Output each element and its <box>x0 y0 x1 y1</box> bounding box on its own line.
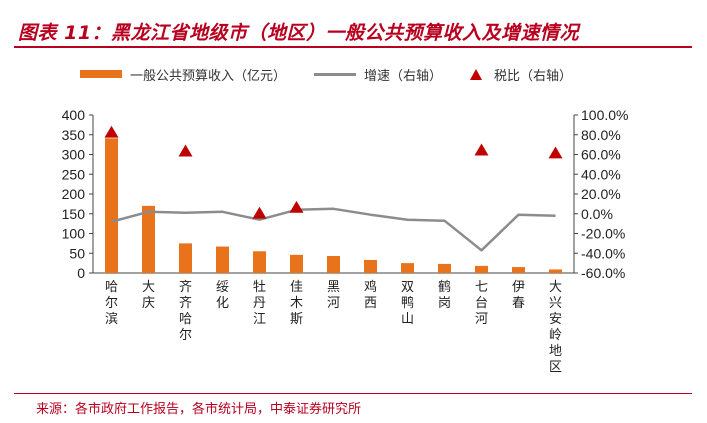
category-label: 黑河 <box>327 280 340 311</box>
category-label: 双鸭山 <box>401 280 414 327</box>
legend-label-growth: 增速（右轴） <box>364 68 443 84</box>
category-label: 伊春 <box>512 280 525 311</box>
right-tick-label: -40.0% <box>581 245 625 261</box>
tax-ratio-marker <box>104 125 119 138</box>
category-label: 牡丹江 <box>253 280 266 327</box>
category-label: 哈尔滨 <box>105 280 118 327</box>
tax-ratio-marker <box>474 143 489 156</box>
revenue-bar <box>105 138 118 273</box>
left-tick-label: 0 <box>77 265 85 281</box>
tax-ratio-marker <box>178 144 193 157</box>
source-note: 来源：各市政府工作报告，各市统计局，中泰证券研究所 <box>36 402 362 417</box>
legend-item-tax-ratio: 税比（右轴） <box>470 65 572 84</box>
revenue-bar <box>364 259 377 273</box>
tax-ratio-marker <box>289 200 304 213</box>
legend-line-swatch <box>314 72 357 76</box>
legend-triangle-icon <box>470 68 483 80</box>
revenue-bar <box>549 269 562 273</box>
legend-item-growth: 增速（右轴） <box>314 65 442 84</box>
growth-line <box>111 207 556 252</box>
category-label: 齐齐哈尔 <box>179 279 192 343</box>
left-tick-label: 350 <box>62 127 86 143</box>
tax-ratio-markers <box>104 125 563 219</box>
right-tick-label: 60.0% <box>581 147 621 163</box>
revenue-bar <box>512 267 525 273</box>
tax-ratio-marker <box>252 206 267 219</box>
revenue-bar <box>253 251 266 273</box>
right-tick-label: -60.0% <box>581 265 625 281</box>
figure-title: 图表 11：黑龙江省地级市（地区）一般公共预算收入及增速情况 <box>18 22 580 44</box>
revenue-bar <box>290 254 303 273</box>
revenue-bar <box>438 263 451 273</box>
category-label: 绥化 <box>216 280 229 311</box>
growth-line-series <box>111 207 556 252</box>
source-divider <box>14 393 692 394</box>
category-label: 七台河 <box>475 280 488 327</box>
tax-ratio-marker <box>548 146 563 159</box>
left-tick-label: 100 <box>62 226 86 242</box>
revenue-bar <box>475 265 488 273</box>
legend-item-revenue: 一般公共预算收入（亿元） <box>80 65 286 84</box>
category-label: 大庆 <box>142 280 155 311</box>
revenue-bar <box>142 205 155 273</box>
left-tick-label: 150 <box>62 206 86 222</box>
category-label: 鸡西 <box>364 279 377 311</box>
revenue-bar <box>216 246 229 273</box>
left-tick-label: 50 <box>69 245 85 261</box>
left-tick-label: 200 <box>62 186 86 202</box>
category-label: 大兴安岭地区 <box>549 280 562 375</box>
revenue-bar <box>401 263 414 273</box>
legend-label-tax-ratio: 税比（右轴） <box>494 68 573 84</box>
category-label: 佳木斯 <box>290 280 303 327</box>
right-tick-label: 40.0% <box>581 166 621 182</box>
left-tick-label: 250 <box>62 166 86 182</box>
revenue-bars <box>105 138 562 273</box>
left-tick-label: 400 <box>62 107 86 123</box>
legend-bar-swatch <box>80 70 122 78</box>
legend-label-revenue: 一般公共预算收入（亿元） <box>130 68 287 84</box>
right-axis: -60.0% -40.0% -20.0% 0.0% 20.0% 40.0% 60.0% 80.… <box>573 107 628 281</box>
figure-title-bar: 图表 11：黑龙江省地级市（地区）一般公共预算收入及增速情况 <box>14 14 692 48</box>
right-tick-label: 100.0% <box>581 107 628 123</box>
right-tick-label: 0.0% <box>581 206 613 222</box>
right-tick-label: 80.0% <box>581 127 621 143</box>
right-tick-label: -20.0% <box>581 226 625 242</box>
chart-legend: 一般公共预算收入（亿元） 增速（右轴） 税比（右轴） <box>80 64 600 84</box>
right-tick-label: 20.0% <box>581 186 621 202</box>
left-axis: 0 50 100 150 200 250 300 350 400 <box>62 107 574 281</box>
revenue-bar <box>327 256 340 273</box>
left-tick-label: 300 <box>62 147 86 163</box>
category-label: 鹤岗 <box>438 279 451 311</box>
title-underline <box>14 46 692 48</box>
revenue-bar <box>179 243 192 273</box>
